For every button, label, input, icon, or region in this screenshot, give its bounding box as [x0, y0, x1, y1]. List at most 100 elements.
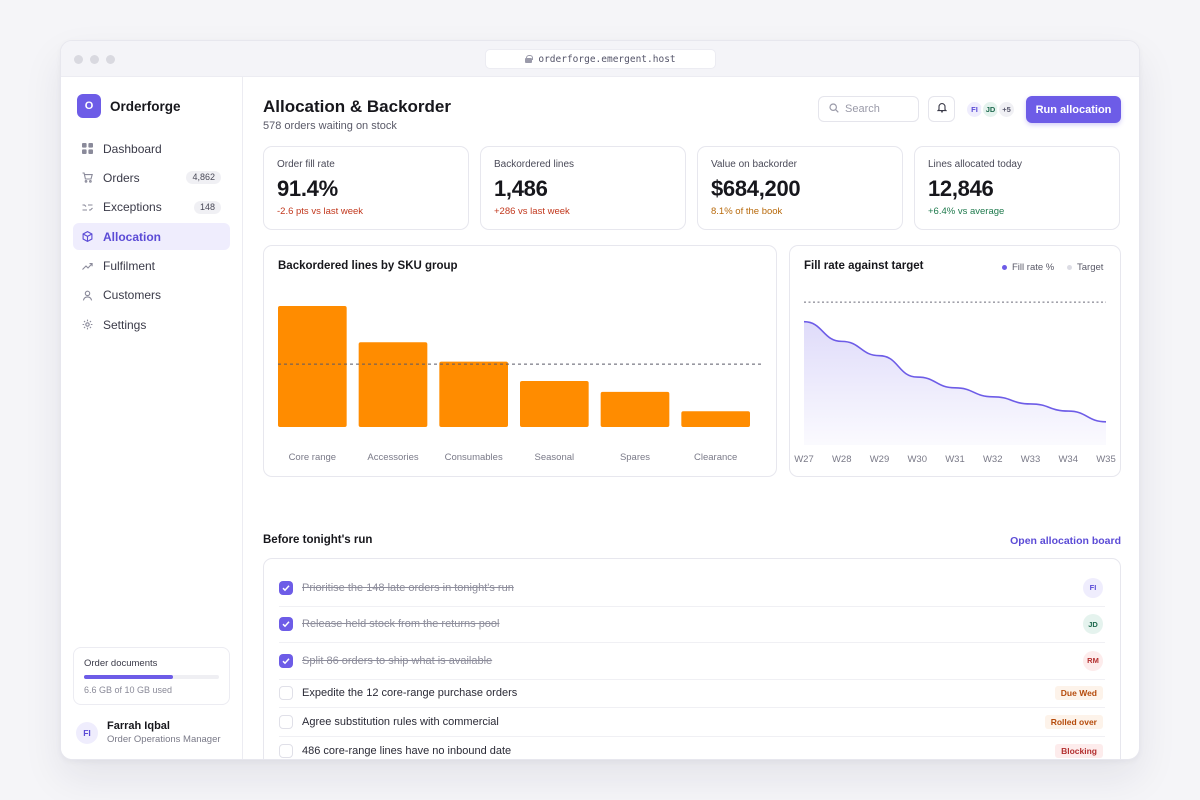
- fill-rate-series-line: [803, 320, 1107, 423]
- storage-card: Order documents 6.6 GB of 10 GB used: [73, 647, 230, 705]
- task-list: Prioritise the 148 late orders in tonigh…: [263, 558, 1121, 760]
- storage-progress-fill: [84, 675, 174, 679]
- task-row: Expedite the 12 core-range purchase orde…: [279, 680, 1105, 708]
- legend-swatch: [1002, 265, 1007, 270]
- sidebar-item-label: Settings: [103, 317, 147, 332]
- kpi-delta: +6.4% vs average: [928, 206, 1005, 217]
- task-checkbox[interactable]: [279, 580, 293, 595]
- storage-progress-bar: [84, 675, 219, 679]
- kpi-value: $684,200: [711, 176, 801, 201]
- sku-group-chart-card: Backordered lines by SKU group Core rang…: [263, 245, 777, 477]
- kpi-value: 1,486: [494, 176, 548, 201]
- run-allocation-button[interactable]: Run allocation: [1026, 96, 1121, 123]
- task-row: Release held stock from the returns pool…: [279, 607, 1105, 643]
- kpi-card-backorder-value: Value on backorder $684,200 8.1% of the …: [697, 146, 903, 230]
- sidebar-item-settings[interactable]: Settings: [73, 311, 230, 338]
- kpi-card-backordered-lines: Backordered lines 1,486 +286 vs last wee…: [480, 146, 686, 230]
- task-text: Expedite the 12 core-range purchase orde…: [302, 687, 518, 700]
- x-tick-label: Accessories: [367, 452, 418, 463]
- x-tick-label: W28: [832, 454, 852, 465]
- window-controls: [74, 55, 115, 64]
- minimize-dot[interactable]: [90, 55, 99, 64]
- sidebar-item-exceptions[interactable]: Exceptions 148: [73, 194, 230, 221]
- storage-title: Order documents: [84, 658, 158, 669]
- page-title: Allocation & Backorder: [263, 97, 451, 116]
- sidebar-item-orders[interactable]: Orders 4,862: [73, 164, 230, 191]
- legend-label: Target: [1077, 262, 1104, 273]
- collaborator-avatars[interactable]: FI JD +5: [965, 100, 1016, 119]
- x-tick-label: W29: [870, 454, 890, 465]
- user-role: Order Operations Manager: [107, 734, 221, 745]
- x-tick-label: W35: [1096, 454, 1116, 465]
- storage-usage-text: 6.6 GB of 10 GB used: [84, 685, 173, 695]
- kpi-label: Backordered lines: [494, 159, 575, 170]
- exceptions-icon: [82, 202, 93, 213]
- open-allocation-board-link[interactable]: Open allocation board: [1010, 535, 1121, 547]
- trend-icon: [82, 261, 93, 272]
- task-checkbox[interactable]: [279, 686, 293, 701]
- kpi-value: 12,846: [928, 176, 994, 201]
- legend-label: Fill rate %: [1012, 262, 1055, 273]
- kpi-card-fill-rate: Order fill rate 91.4% -2.6 pts vs last w…: [263, 146, 469, 230]
- cart-icon: [82, 172, 93, 184]
- browser-titlebar: orderforge.emergent.host: [61, 41, 1139, 77]
- status-badge: Blocking: [1055, 743, 1103, 758]
- sidebar-item-label: Allocation: [103, 229, 162, 244]
- chart-title: Backordered lines by SKU group: [278, 260, 458, 272]
- kpi-delta: +286 vs last week: [494, 206, 570, 217]
- maximize-dot[interactable]: [106, 55, 115, 64]
- task-checkbox[interactable]: [279, 714, 293, 729]
- x-tick-label: Clearance: [694, 452, 737, 463]
- sidebar-item-label: Customers: [103, 288, 162, 303]
- avatar: FI: [76, 721, 98, 744]
- user-name: Farrah Iqbal: [107, 720, 170, 732]
- task-row: 486 core-range lines have no inbound dat…: [279, 737, 1105, 760]
- x-tick-label: Spares: [620, 452, 650, 463]
- task-text: Release held stock from the returns pool: [302, 618, 500, 631]
- kpi-label: Order fill rate: [277, 159, 335, 170]
- task-assignee-avatar: FI: [1083, 577, 1103, 598]
- url-text: orderforge.emergent.host: [538, 53, 676, 65]
- bar-chart: Core range Accessories Consumables Seasonal…: [278, 306, 762, 463]
- sidebar-item-fulfilment[interactable]: Fulfilment: [73, 253, 230, 280]
- status-badge: Rolled over: [1044, 714, 1103, 729]
- x-tick-label: W31: [945, 454, 965, 465]
- x-tick-label: W30: [907, 454, 927, 465]
- sidebar-item-allocation[interactable]: Allocation: [73, 223, 230, 251]
- user-profile[interactable]: FI Farrah Iqbal Order Operations Manager: [76, 720, 221, 745]
- search-input[interactable]: Search: [818, 96, 919, 122]
- chart-title: Fill rate against target: [804, 260, 924, 272]
- browser-window: orderforge.emergent.host O Orderforge Da…: [60, 40, 1140, 760]
- kpi-value: 91.4%: [277, 176, 338, 201]
- sidebar-item-dashboard[interactable]: Dashboard: [73, 135, 230, 162]
- task-assignee-avatar: RM: [1083, 650, 1103, 671]
- bell-icon: [936, 100, 947, 118]
- task-checkbox[interactable]: [279, 653, 293, 668]
- close-dot[interactable]: [74, 55, 83, 64]
- task-assignee-avatar: JD: [1083, 614, 1103, 635]
- orders-count-badge: 4,862: [186, 171, 221, 185]
- notifications-button[interactable]: [928, 96, 955, 122]
- bar: [520, 381, 589, 427]
- check-icon: [282, 585, 290, 592]
- sidebar-item-customers[interactable]: Customers: [73, 282, 230, 309]
- url-bar[interactable]: orderforge.emergent.host: [485, 49, 716, 69]
- bar: [278, 306, 347, 427]
- grid-icon: [82, 143, 93, 154]
- task-checkbox[interactable]: [279, 617, 293, 632]
- bar: [600, 391, 670, 427]
- task-row: Split 86 orders to ship what is availabl…: [279, 643, 1105, 680]
- legend-swatch: [1067, 265, 1072, 270]
- task-text: Agree substitution rules with commercial: [302, 715, 499, 728]
- bar: [439, 361, 508, 427]
- x-tick-label: Core range: [289, 452, 337, 463]
- user-icon: [82, 290, 93, 301]
- kpi-card-lines-allocated: Lines allocated today 12,846 +6.4% vs av…: [914, 146, 1120, 230]
- check-icon: [282, 658, 290, 665]
- task-text: 486 core-range lines have no inbound dat…: [302, 744, 512, 757]
- search-placeholder: Search: [845, 103, 880, 115]
- exceptions-count-badge: 148: [193, 200, 221, 214]
- brand[interactable]: O Orderforge: [77, 94, 181, 118]
- task-checkbox[interactable]: [279, 743, 293, 758]
- x-tick-label: W27: [794, 454, 814, 465]
